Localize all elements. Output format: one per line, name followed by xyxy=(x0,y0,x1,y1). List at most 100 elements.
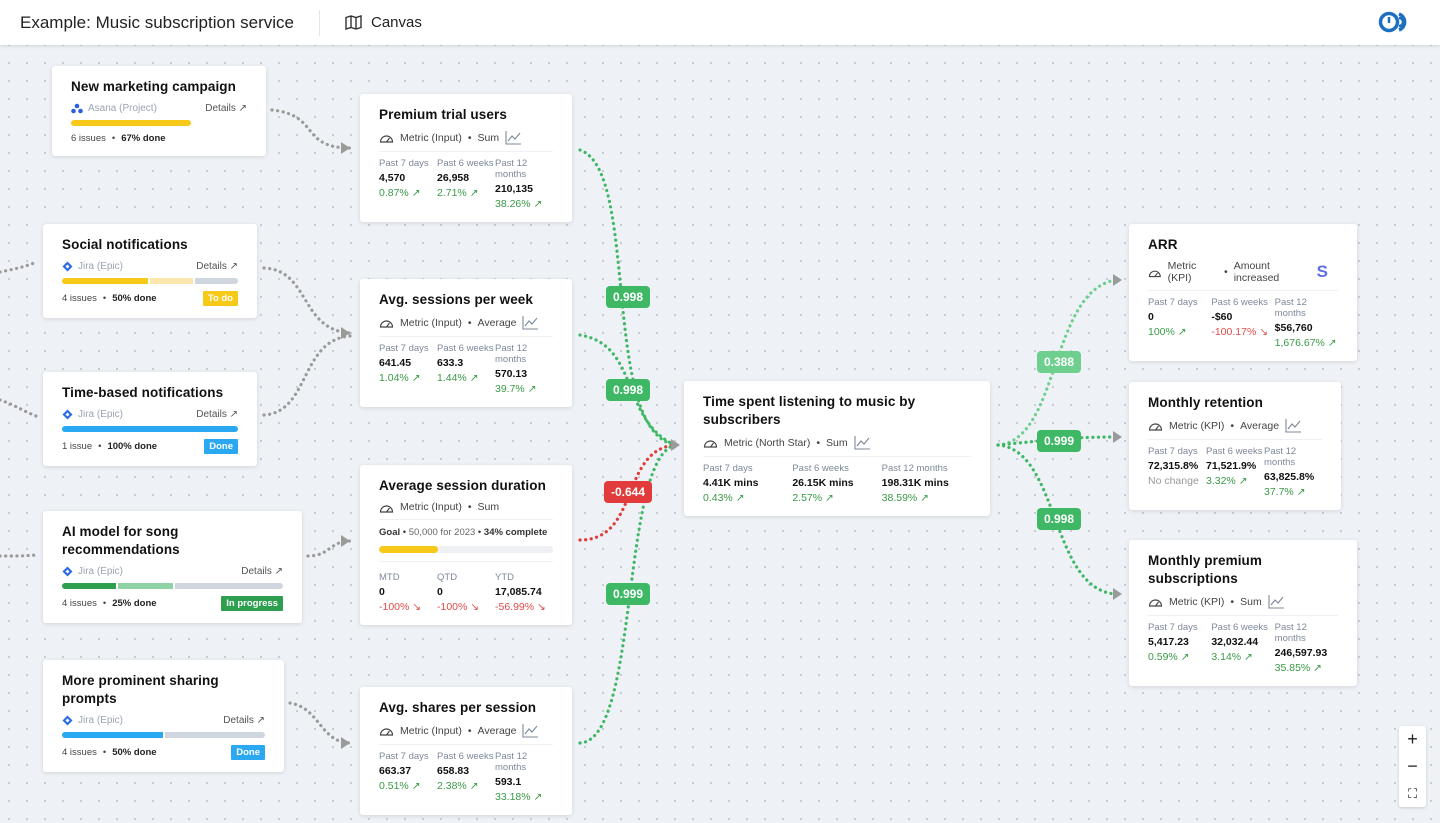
period-change: -100% ↘ xyxy=(379,601,422,613)
period-label: Past 7 days xyxy=(703,463,753,474)
bullet: • xyxy=(467,131,472,144)
done-percent: 50% done xyxy=(112,747,157,758)
arrow-head-icon xyxy=(1113,274,1122,286)
period-change: No change xyxy=(1148,475,1199,487)
asana-icon xyxy=(71,103,83,114)
metric-card[interactable]: Average session duration Metric (Input) •… xyxy=(360,465,572,625)
gauge-icon xyxy=(1148,270,1161,277)
bullet: • xyxy=(102,293,107,304)
metric-period: Past 7 days 5,417.23 0.59% ↗ xyxy=(1148,622,1211,674)
details-link[interactable]: Details ↗ xyxy=(196,261,238,272)
goal-complete: 34% complete xyxy=(483,527,548,538)
metric-period: Past 6 weeks 26,958 2.71% ↗ xyxy=(437,158,495,210)
metric-card[interactable]: Time spent listening to music by subscri… xyxy=(684,381,990,516)
initiative-card[interactable]: Social notifications Jira (Epic) Details … xyxy=(43,224,257,318)
initiative-title: Time-based notifications xyxy=(62,385,224,400)
period-value: 663.37 xyxy=(379,765,412,777)
period-label: Past 7 days xyxy=(379,158,429,169)
period-label: Past 12 months xyxy=(495,158,528,180)
metric-title: Premium trial users xyxy=(379,107,507,122)
metric-type: Metric (Input) xyxy=(400,501,462,513)
metric-card[interactable]: Avg. shares per session Metric (Input) • A… xyxy=(360,687,572,815)
metric-period: MTD 0 -100% ↘ xyxy=(379,572,437,613)
dependency-edge xyxy=(0,398,38,418)
period-change: 0.51% ↗ xyxy=(379,780,421,792)
arrow-head-icon xyxy=(341,737,350,749)
period-change: 100% ↗ xyxy=(1148,326,1187,338)
progress-segment xyxy=(62,732,163,738)
fit-view-button[interactable]: ⛶ xyxy=(1407,785,1418,801)
metric-title: Avg. shares per session xyxy=(379,700,537,715)
chart-icon[interactable] xyxy=(505,130,522,145)
period-change: 38.26% ↗ xyxy=(495,198,543,210)
period-value: 32,032.44 xyxy=(1211,636,1259,648)
correlation-label[interactable]: 0.998 xyxy=(605,286,651,308)
dependency-edge xyxy=(306,539,352,558)
correlation-label[interactable]: -0.644 xyxy=(603,481,653,503)
bullet: • xyxy=(816,436,821,449)
status-badge: To do xyxy=(202,291,238,306)
period-value: 5,417.23 xyxy=(1148,636,1189,648)
chart-icon[interactable] xyxy=(522,315,539,330)
correlation-label[interactable]: 0.388 xyxy=(1036,351,1082,373)
initiative-card[interactable]: Time-based notifications Jira (Epic) Deta… xyxy=(43,372,257,466)
source-label: Jira (Epic) xyxy=(78,409,124,420)
correlation-label[interactable]: 0.998 xyxy=(1036,508,1082,530)
initiative-card[interactable]: New marketing campaign Asana (Project) De… xyxy=(52,66,266,156)
period-change: 2.38% ↗ xyxy=(437,780,479,792)
details-link[interactable]: Details ↗ xyxy=(205,103,247,114)
chart-icon[interactable] xyxy=(1268,594,1285,609)
canvas-tab[interactable]: Canvas xyxy=(345,14,422,31)
period-value: $56,760 xyxy=(1274,322,1313,334)
metric-period: Past 6 weeks 26.15K mins 2.57% ↗ xyxy=(792,463,881,504)
correlation-label[interactable]: 0.999 xyxy=(1036,430,1082,452)
metric-period: Past 12 months 198.31K mins 38.59% ↗ xyxy=(882,463,971,504)
correlation-label[interactable]: 0.998 xyxy=(605,379,651,401)
chart-icon[interactable] xyxy=(522,723,539,738)
period-value: 4,570 xyxy=(379,172,406,184)
details-link[interactable]: Details ↗ xyxy=(196,409,238,420)
zoom-in-button[interactable]: + xyxy=(1407,729,1418,749)
goal-progress-fill xyxy=(379,546,439,553)
metric-card[interactable]: Avg. sessions per week Metric (Input) • Av… xyxy=(360,279,572,407)
metric-type: Metric (Input) xyxy=(400,724,462,737)
chart-icon[interactable] xyxy=(1285,418,1302,433)
chart-icon[interactable] xyxy=(854,435,871,450)
metric-card[interactable]: Monthly premium subscriptions Metric (KP… xyxy=(1129,540,1357,686)
bullet: • xyxy=(1230,595,1235,608)
details-link[interactable]: Details ↗ xyxy=(241,566,283,577)
gauge-icon xyxy=(379,728,394,736)
metric-aggregation: Sum xyxy=(477,131,500,144)
dependency-edge xyxy=(0,553,38,558)
period-change: -56.99% ↘ xyxy=(495,601,546,613)
period-change: 0.43% ↗ xyxy=(703,492,745,504)
period-label: MTD xyxy=(379,572,400,583)
period-label: Past 6 weeks xyxy=(437,751,494,762)
metric-aggregation: Amount increased xyxy=(1233,260,1280,284)
metric-period: Past 6 weeks 32,032.44 3.14% ↗ xyxy=(1211,622,1274,674)
details-link[interactable]: Details ↗ xyxy=(223,715,265,726)
metric-period: Past 12 months 63,825.8% 37.7% ↗ xyxy=(1264,446,1322,498)
period-value: 593.1 xyxy=(495,776,522,788)
metric-card[interactable]: ARR Metric (KPI) • Amount increased S Past … xyxy=(1129,224,1357,361)
metric-card[interactable]: Premium trial users Metric (Input) • Sum P… xyxy=(360,94,572,222)
period-label: Past 6 weeks xyxy=(437,158,494,169)
period-value: 246,597.93 xyxy=(1274,647,1328,659)
correlation-label[interactable]: 0.999 xyxy=(605,583,651,605)
period-value: 210,135 xyxy=(495,183,533,195)
period-value: 4.41K mins xyxy=(703,477,759,489)
metric-aggregation: Average xyxy=(477,724,517,737)
initiative-card[interactable]: AI model for song recommendations Jira (… xyxy=(43,511,302,623)
goal-label: Goal xyxy=(379,527,401,538)
period-change: -100.17% ↘ xyxy=(1211,326,1268,338)
metric-card[interactable]: Monthly retention Metric (KPI) • Average P… xyxy=(1129,382,1341,510)
period-value: -$60 xyxy=(1211,311,1233,323)
brand-logo[interactable] xyxy=(1378,11,1412,33)
zoom-out-button[interactable]: − xyxy=(1407,756,1418,776)
progress-bar xyxy=(62,426,238,432)
period-label: Past 12 months xyxy=(1274,297,1307,319)
period-change: 3.32% ↗ xyxy=(1206,475,1248,487)
metric-type: Metric (Input) xyxy=(400,131,462,144)
initiative-card[interactable]: More prominent sharing prompts Jira (Epi… xyxy=(43,660,284,772)
progress-segment xyxy=(62,426,238,432)
